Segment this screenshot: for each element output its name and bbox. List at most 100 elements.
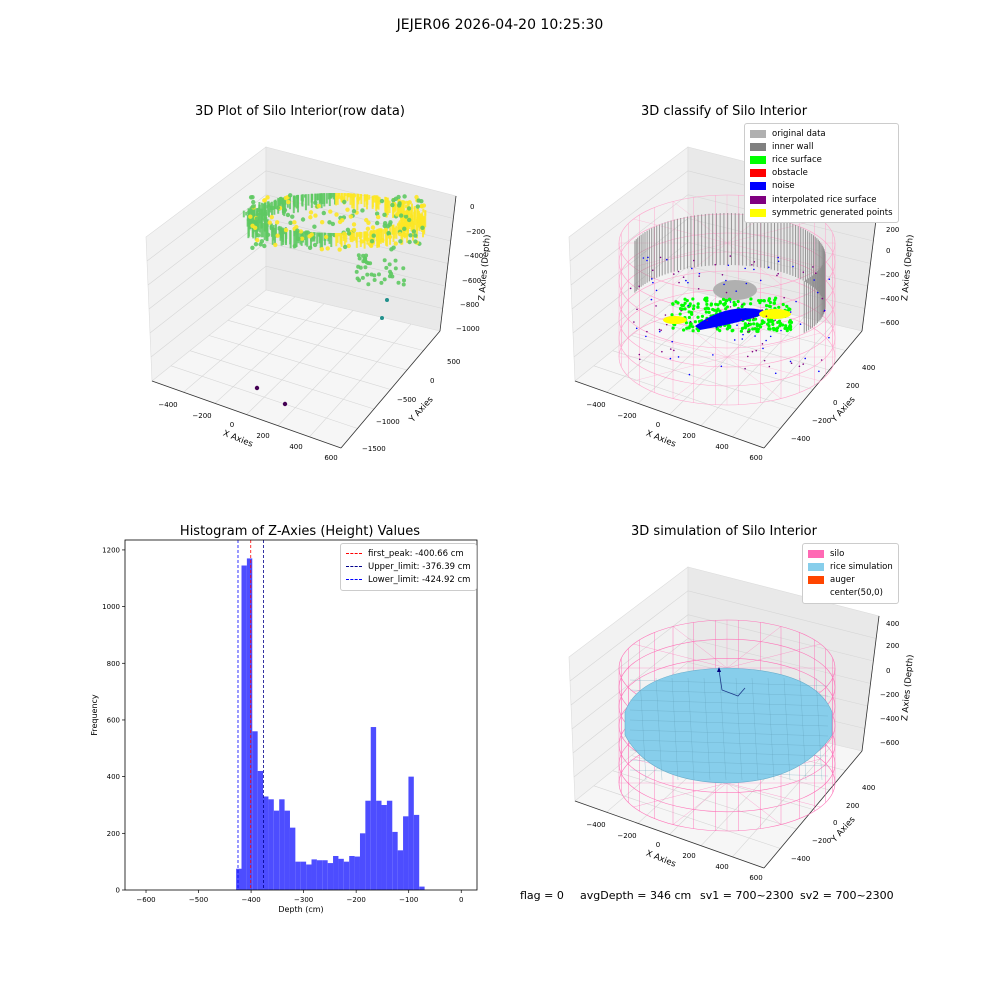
rice-surface-point — [767, 304, 771, 308]
noise-point — [748, 330, 751, 333]
data-point — [402, 232, 407, 238]
rice-surface-point — [718, 301, 722, 305]
mesh-line — [671, 677, 679, 781]
silo-spoke — [726, 315, 782, 358]
sv1-text: sv1 = 700~2300 — [700, 889, 794, 902]
z-tick-label: −800 — [460, 301, 479, 309]
data-point — [307, 245, 313, 251]
rice-surface-point — [749, 313, 753, 317]
z-tick-label: −200 — [466, 228, 485, 236]
rice-surface-point — [777, 313, 781, 317]
data-point — [419, 203, 425, 209]
x-axis-label: X Axies — [221, 429, 254, 450]
rice-surface-point — [748, 302, 753, 306]
y-tick-label: 800 — [107, 660, 120, 668]
data-point — [346, 231, 352, 236]
gridline — [572, 241, 868, 334]
data-point — [397, 231, 403, 237]
rice-surface-point — [725, 314, 729, 319]
rice-surface-point — [728, 324, 732, 328]
y-tick-label: −1500 — [362, 445, 386, 453]
data-point — [371, 233, 376, 238]
panel1-title: 3D Plot of Silo Interior(row data) — [195, 104, 405, 119]
gridline — [572, 661, 868, 754]
rice-surface-point — [678, 307, 683, 311]
data-point — [417, 241, 422, 246]
y-axis-label: Y Axies — [829, 394, 858, 425]
rice-surface-point — [749, 297, 753, 301]
rice-surface-point — [680, 303, 684, 307]
legend-swatch — [808, 575, 824, 584]
x-tick-label: −300 — [294, 896, 313, 904]
rice-surface-point — [755, 323, 759, 328]
data-point — [299, 236, 305, 241]
data-point — [341, 231, 347, 237]
noise-point — [790, 362, 793, 364]
rice-surface-point — [740, 304, 744, 309]
data-point — [275, 205, 281, 210]
y-axis-line — [763, 750, 863, 869]
rice-surface-point — [677, 320, 682, 324]
data-point — [262, 198, 267, 203]
rice-surface-point — [691, 307, 696, 311]
rice-surface-point — [709, 302, 714, 306]
rice-surface-point — [723, 301, 727, 305]
rice-surface-point — [787, 325, 791, 329]
data-point — [269, 214, 274, 220]
rice-surface-point — [777, 305, 781, 309]
noise-point — [706, 319, 709, 322]
noise-point — [816, 291, 819, 294]
rice-surface-point — [705, 321, 709, 325]
data-point — [262, 243, 267, 249]
histogram-bar — [343, 861, 350, 890]
rice-surface-point — [778, 314, 782, 318]
y-axis-label: Frequency — [90, 694, 99, 736]
data-point — [388, 269, 393, 274]
x-tick-label: 400 — [289, 443, 302, 451]
legend-entry: obstacle — [750, 167, 893, 180]
rice-surface-point — [728, 325, 732, 329]
data-point — [368, 261, 373, 266]
data-point — [345, 227, 351, 233]
gridline — [631, 335, 814, 390]
data-point — [248, 195, 254, 200]
y-tick-label: −200 — [812, 837, 831, 845]
legend-entry: center(50,0) — [808, 587, 893, 600]
z-axis-label: Z Axies (Depth) — [900, 654, 916, 721]
noise-point — [746, 355, 749, 358]
noise-point — [741, 303, 743, 306]
rice-surface-point — [700, 319, 704, 323]
y-tick-label: 500 — [447, 358, 460, 366]
data-point — [315, 204, 320, 209]
rice-surface-point — [688, 302, 692, 306]
data-point — [407, 200, 412, 205]
data-point — [275, 233, 280, 238]
rice-surface-point — [724, 322, 728, 326]
rice-surface-point — [688, 303, 692, 308]
histogram-bar — [376, 800, 382, 890]
legend-line-swatch — [346, 579, 362, 581]
noise-point — [671, 340, 674, 343]
data-point — [356, 264, 361, 269]
noise-point — [687, 281, 689, 284]
data-point — [290, 214, 295, 219]
histogram-bar — [300, 861, 307, 890]
legend-entry: first_peak: -400.66 cm — [346, 547, 471, 560]
data-point — [351, 193, 357, 198]
data-point — [400, 200, 406, 205]
rice-surface-point — [782, 311, 786, 316]
rice-surface-point — [762, 299, 766, 303]
rice-surface-point — [732, 300, 736, 304]
data-point — [369, 239, 375, 244]
x-tick-label: 0 — [230, 421, 234, 429]
y-axis-line — [763, 330, 863, 449]
data-point — [372, 273, 377, 278]
noise-point — [665, 258, 668, 261]
data-point — [401, 266, 406, 271]
data-point — [384, 265, 389, 270]
rice-surface-point — [762, 320, 766, 324]
data-point — [355, 276, 360, 281]
noise-point — [673, 273, 675, 275]
rice-surface-point — [722, 317, 726, 321]
data-point — [396, 280, 401, 285]
